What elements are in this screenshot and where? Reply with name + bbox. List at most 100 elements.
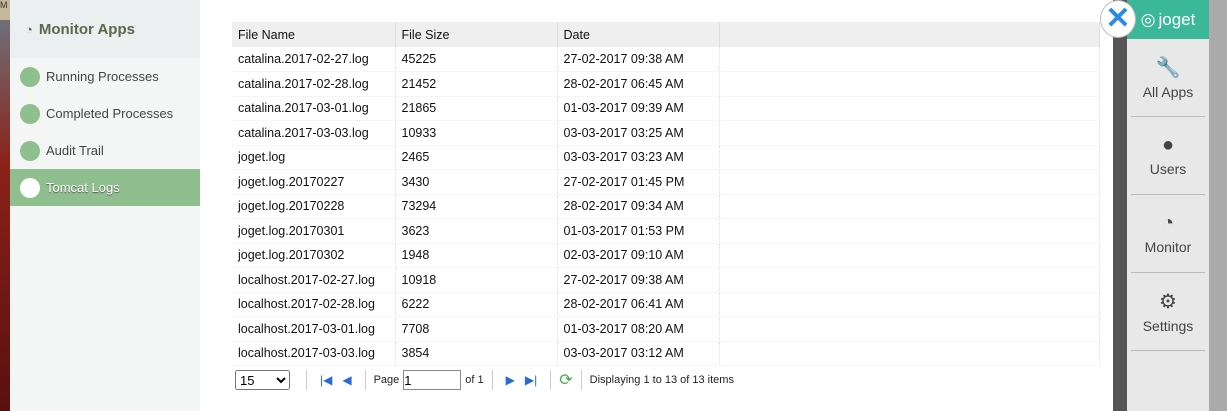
table-row[interactable]: joget.log.20170228 73294 28-02-2017 09:34 …: [232, 194, 1100, 219]
admin-nav: ◎ joget 🔧 All Apps ● Users ◔ Monitor ⚙ Settings: [1127, 0, 1209, 411]
sidebar-item-label: Tomcat Logs: [46, 180, 120, 195]
nav-label: Monitor: [1144, 239, 1192, 255]
background-strip: [1113, 0, 1127, 411]
cell: 2465: [395, 145, 558, 170]
table-row[interactable]: catalina.2017-03-03.log 10933 03-03-2017 0…: [232, 120, 1100, 146]
table-row[interactable]: joget.log.20170227 3430 27-02-2017 01:45 P…: [232, 169, 1100, 195]
cell: 03-03-2017 03:12 AM: [557, 341, 720, 366]
cell: 7708: [395, 316, 558, 342]
table-row[interactable]: localhost.2017-03-01.log 7708 01-03-2017 0…: [232, 316, 1100, 342]
sidebar-title: Monitor Apps: [38, 20, 135, 38]
sidebar-item-label: Running Processes: [46, 69, 159, 84]
cell: 01-03-2017 09:39 AM: [557, 96, 720, 121]
cell-empty: [719, 218, 1100, 244]
nav-all-apps[interactable]: 🔧 All Apps: [1131, 39, 1205, 117]
cell: 27-02-2017 09:38 AM: [557, 267, 720, 293]
table-row[interactable]: catalina.2017-02-28.log 21452 28-02-2017 0…: [232, 71, 1100, 97]
close-button[interactable]: ✕: [1100, 0, 1136, 38]
table-row[interactable]: joget.log.20170301 3623 01-03-2017 01:53 P…: [232, 218, 1100, 244]
cell-empty: [719, 145, 1100, 170]
cell-empty: [719, 47, 1100, 72]
cell: localhost.2017-03-01.log: [232, 316, 396, 342]
col-file-size[interactable]: File Size: [395, 22, 558, 47]
dashboard-icon: ◔: [1161, 212, 1175, 234]
nav-settings[interactable]: ⚙ Settings: [1131, 273, 1205, 351]
cell: 03-03-2017 03:23 AM: [557, 145, 720, 170]
pager-status: Displaying 1 to 13 of 13 items: [589, 374, 734, 386]
table-row[interactable]: joget.log 2465 03-03-2017 03:23 AM: [232, 145, 1100, 170]
cell-empty: [719, 243, 1100, 268]
background: M: [0, 0, 10, 411]
cell: localhost.2017-02-28.log: [232, 292, 396, 317]
sidebar-item-label: Audit Trail: [46, 143, 104, 158]
table-row[interactable]: catalina.2017-02-27.log 45225 27-02-2017 0…: [232, 47, 1100, 72]
cell: 3623: [395, 218, 558, 244]
cell-empty: [719, 292, 1100, 317]
refresh-icon[interactable]: ⟳: [559, 372, 573, 389]
first-page-icon[interactable]: |◀: [320, 373, 333, 387]
cell: joget.log: [232, 145, 396, 170]
circle-icon: [20, 140, 40, 161]
circle-icon: [20, 103, 40, 124]
cell: 03-03-2017 03:25 AM: [557, 120, 720, 146]
table-row[interactable]: catalina.2017-03-01.log 21865 01-03-2017 0…: [232, 96, 1100, 121]
nav-monitor[interactable]: ◔ Monitor: [1131, 195, 1205, 273]
cell: catalina.2017-02-28.log: [232, 71, 396, 97]
cell-empty: [719, 194, 1100, 219]
cell: 10918: [395, 267, 558, 293]
prev-page-icon[interactable]: ◀: [342, 373, 352, 387]
cell: 10933: [395, 120, 558, 146]
col-file-name[interactable]: File Name: [232, 22, 396, 47]
cell-empty: [719, 316, 1100, 342]
cell: localhost.2017-03-03.log: [232, 341, 396, 366]
cell: 21452: [395, 71, 558, 97]
cell-empty: [719, 71, 1100, 97]
cell: 73294: [395, 194, 558, 219]
joget-logo[interactable]: ◎ joget: [1127, 0, 1209, 39]
nav-label: Users: [1149, 161, 1187, 177]
cell: catalina.2017-02-27.log: [232, 47, 396, 72]
cell: joget.log.20170302: [232, 243, 396, 268]
cell: 28-02-2017 06:41 AM: [557, 292, 720, 317]
cell: 3430: [395, 169, 558, 195]
table-row[interactable]: localhost.2017-02-28.log 6222 28-02-2017 0…: [232, 292, 1100, 317]
sidebar-header: ◔ Monitor Apps: [10, 0, 200, 58]
cell: 45225: [395, 47, 558, 72]
sidebar-item-audit-trail[interactable]: Audit Trail: [10, 132, 200, 169]
cell: joget.log.20170228: [232, 194, 396, 219]
table-row[interactable]: localhost.2017-02-27.log 10918 27-02-2017 …: [232, 267, 1100, 293]
cell: localhost.2017-02-27.log: [232, 267, 396, 293]
next-page-icon[interactable]: ▶: [505, 373, 515, 387]
cell-empty: [719, 169, 1100, 195]
cell: 1948: [395, 243, 558, 268]
sidebar-item-label: Completed Processes: [46, 106, 174, 121]
cell-empty: [719, 341, 1100, 366]
wrench-icon: 🔧: [1155, 57, 1181, 79]
cell: 28-02-2017 09:34 AM: [557, 194, 720, 219]
nav-users[interactable]: ● Users: [1131, 117, 1205, 195]
close-icon: ✕: [1105, 2, 1131, 35]
cell: joget.log.20170301: [232, 218, 396, 244]
page-size-select[interactable]: 15: [235, 370, 290, 390]
nav-label: Settings: [1142, 318, 1194, 334]
main-panel: File Name File Size Date catalina.2017-0…: [200, 0, 1127, 411]
sidebar-item-tomcat-logs[interactable]: Tomcat Logs: [10, 169, 200, 206]
cell: 27-02-2017 01:45 PM: [557, 169, 720, 195]
cell: 3854: [395, 341, 558, 366]
sidebar-item-completed-processes[interactable]: Completed Processes: [10, 95, 200, 132]
scroll-area: [1209, 0, 1227, 411]
page-input[interactable]: [403, 370, 462, 390]
last-page-icon[interactable]: ▶|: [524, 373, 538, 387]
cell: joget.log.20170227: [232, 169, 396, 195]
table-row[interactable]: localhost.2017-03-03.log 3854 03-03-2017 0…: [232, 341, 1100, 366]
logo-icon: ◎: [1140, 9, 1156, 29]
background-label: M: [0, 0, 10, 20]
page-label: Page: [373, 374, 400, 386]
table-row[interactable]: joget.log.20170302 1948 02-03-2017 09:10 A…: [232, 243, 1100, 268]
cell: 02-03-2017 09:10 AM: [557, 243, 720, 268]
logs-table: File Name File Size Date catalina.2017-0…: [232, 22, 1100, 366]
logo-text: joget: [1158, 9, 1196, 29]
col-date[interactable]: Date: [557, 22, 720, 47]
sidebar-item-running-processes[interactable]: Running Processes: [10, 58, 200, 95]
cell-empty: [719, 96, 1100, 121]
